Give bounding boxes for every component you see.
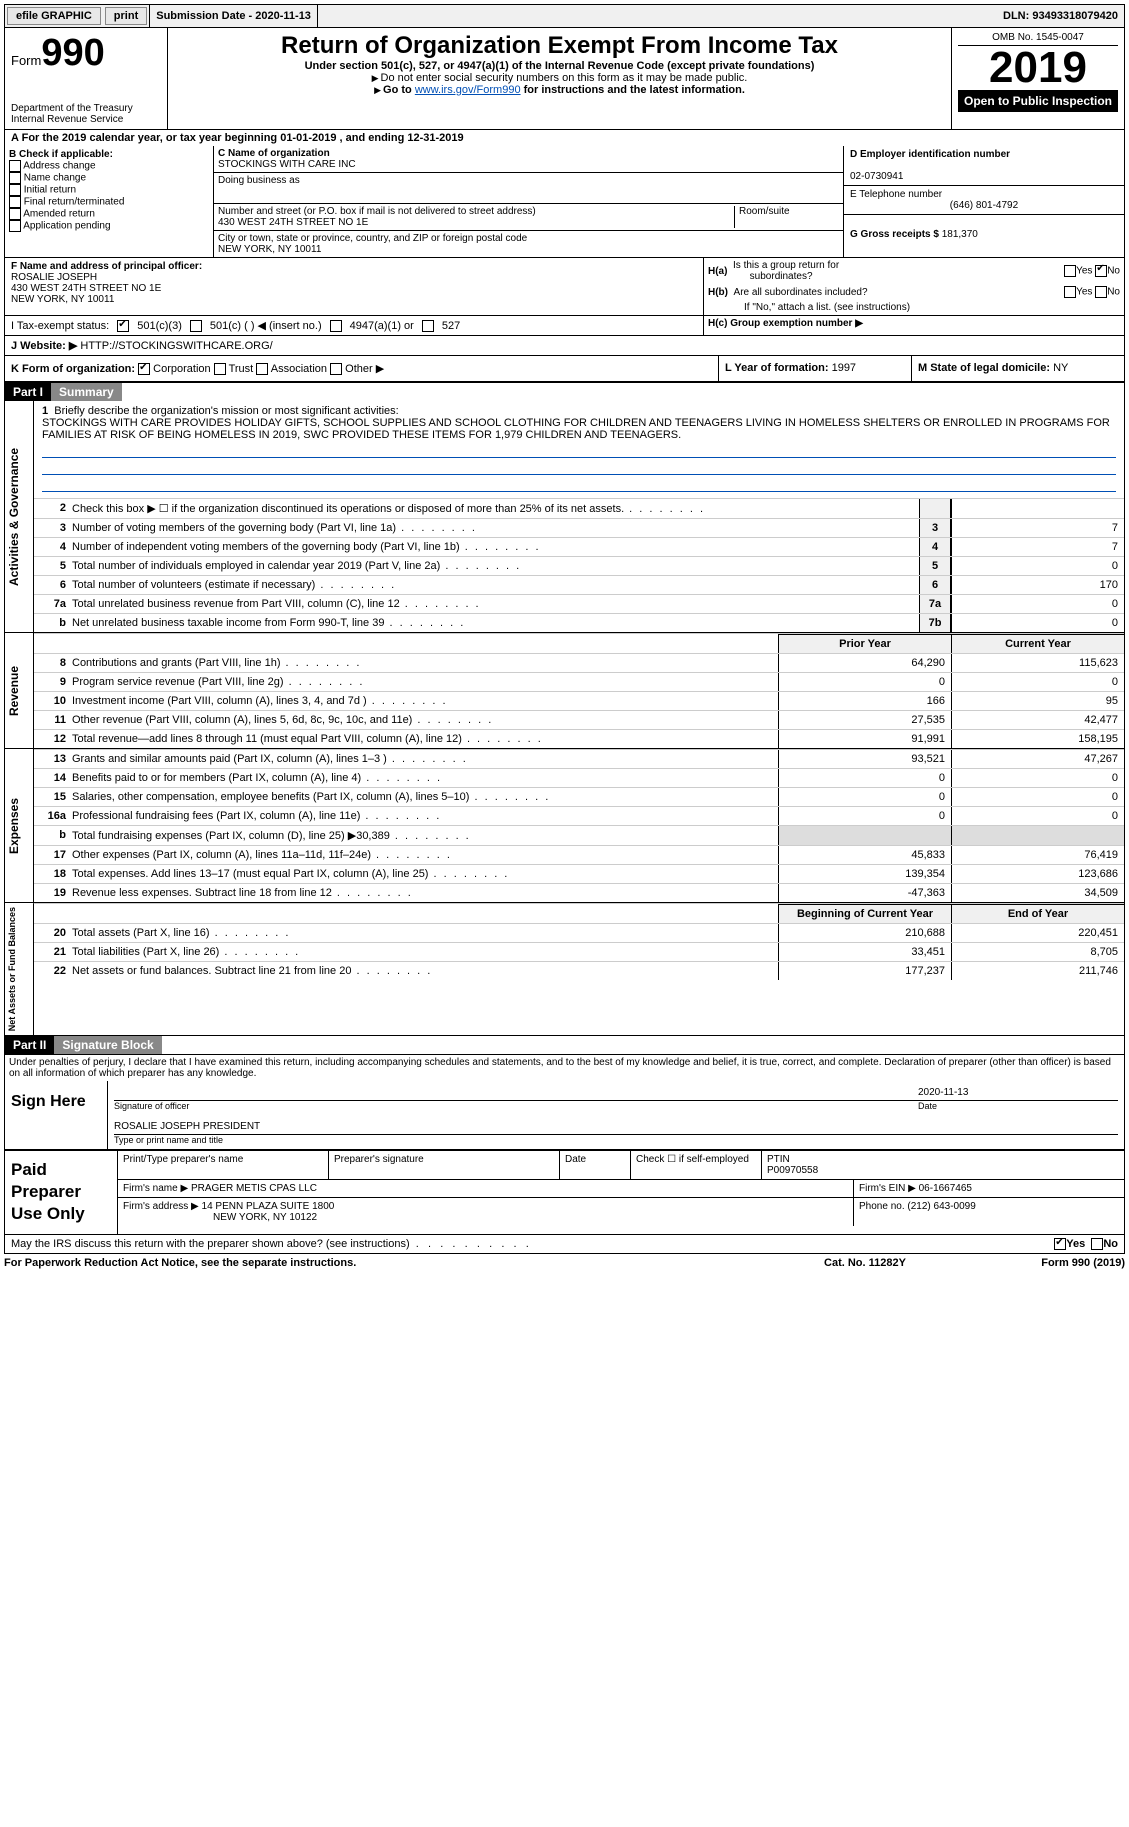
netassets-label: Net Assets or Fund Balances [5,903,34,1035]
irs-link[interactable]: www.irs.gov/Form990 [415,84,521,96]
b-column: B Check if applicable: Address change Na… [5,146,214,257]
dln: DLN: 93493318079420 [997,10,1124,22]
perjury-text: Under penalties of perjury, I declare th… [4,1055,1125,1081]
c-column: C Name of organizationSTOCKINGS WITH CAR… [214,146,843,257]
form-subtitle: Under section 501(c), 527, or 4947(a)(1)… [174,60,945,72]
expenses-label: Expenses [5,749,34,902]
preparer-block: Paid Preparer Use Only Print/Type prepar… [4,1150,1125,1234]
i-row: I Tax-exempt status: 501(c)(3) 501(c) ( … [4,316,1125,336]
top-bar: efile GRAPHIC print Submission Date - 20… [4,4,1125,28]
governance-label: Activities & Governance [5,401,34,632]
page-footer: For Paperwork Reduction Act Notice, see … [4,1254,1125,1272]
efile-button[interactable]: efile GRAPHIC [7,7,101,25]
governance-section: Activities & Governance 1 Briefly descri… [4,401,1125,633]
d-column: D Employer identification number02-07309… [843,146,1124,257]
netassets-section: Net Assets or Fund Balances Beginning of… [4,903,1125,1036]
discuss-row: May the IRS discuss this return with the… [4,1235,1125,1254]
print-button[interactable]: print [105,7,147,25]
revenue-section: Revenue Prior Year Current Year 8Contrib… [4,633,1125,749]
form-note1: Do not enter social security numbers on … [174,72,945,84]
signature-block: Sign Here 2020-11-13 Signature of office… [4,1081,1125,1150]
expenses-section: Expenses 13Grants and similar amounts pa… [4,749,1125,903]
part2-header: Part IISignature Block [4,1036,1125,1055]
entity-block: B Check if applicable: Address change Na… [4,146,1125,258]
fh-block: F Name and address of principal officer:… [4,258,1125,316]
submission-date: Submission Date - 2020-11-13 [149,5,318,27]
revenue-label: Revenue [5,633,34,748]
open-inspection: Open to Public Inspection [958,90,1118,112]
form-note2: Go to www.irs.gov/Form990 for instructio… [174,84,945,96]
tax-year-line: A For the 2019 calendar year, or tax yea… [4,130,1125,146]
form-header: Form990 Department of the Treasury Inter… [4,28,1125,130]
form-title: Return of Organization Exempt From Incom… [174,32,945,60]
part1-header: Part ISummary [4,382,1125,401]
tax-year: 2019 [958,46,1118,90]
j-row: J Website: ▶ HTTP://STOCKINGSWITHCARE.OR… [4,336,1125,356]
form-number: Form990 [11,32,161,75]
klm-row: K Form of organization: Corporation Trus… [4,356,1125,382]
dept-label: Department of the Treasury Internal Reve… [11,103,161,125]
